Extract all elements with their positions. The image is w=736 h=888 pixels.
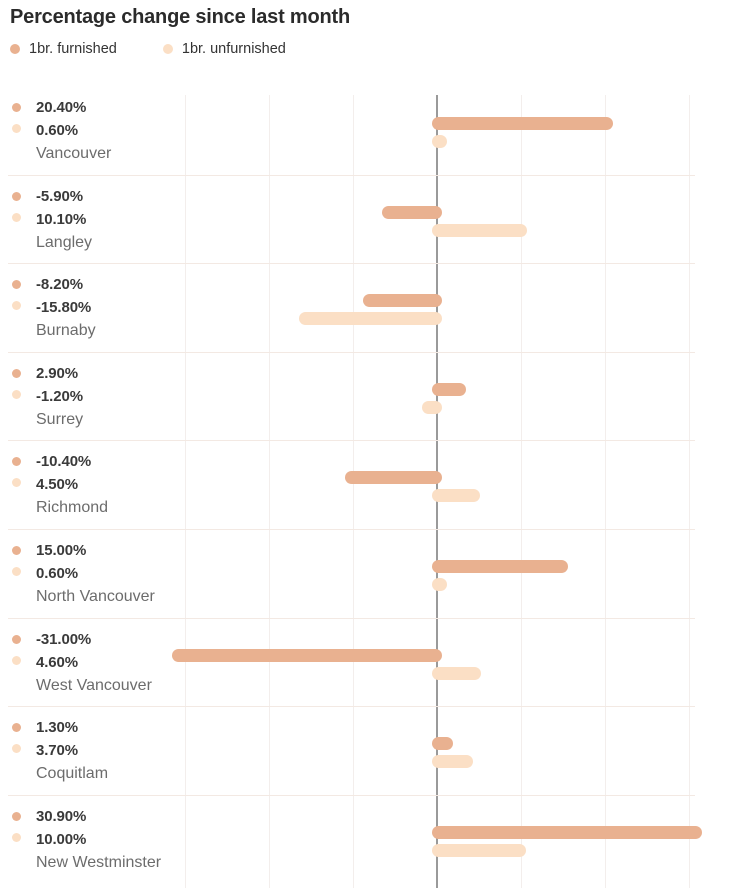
city-row: -8.20% -15.80% Burnaby xyxy=(0,263,736,352)
unfurnished-dot-icon xyxy=(12,301,21,311)
furnished-value-label: -5.90% xyxy=(36,187,83,205)
legend-item-furnished: 1br. furnished xyxy=(10,41,117,57)
x-gridline xyxy=(269,95,270,888)
chart-legend: 1br. furnished 1br. unfurnished xyxy=(10,41,286,57)
furnished-value-label: -10.40% xyxy=(36,453,92,471)
furnished-value-label: -8.20% xyxy=(36,276,83,294)
row-separator-line xyxy=(8,706,695,708)
unfurnished-bar xyxy=(432,666,481,680)
furnished-dot-icon xyxy=(12,103,21,112)
furnished-value-label: 30.90% xyxy=(36,807,87,825)
furnished-legend-dot-icon xyxy=(10,44,20,54)
legend-label-furnished: 1br. furnished xyxy=(29,41,117,57)
unfurnished-dot-icon xyxy=(12,124,21,133)
unfurnished-dot-icon xyxy=(12,212,21,222)
furnished-value-label: 2.90% xyxy=(36,364,79,382)
unfurnished-value-label: 4.50% xyxy=(36,476,79,494)
furnished-dot-icon xyxy=(12,457,21,467)
chart-title: Percentage change since last month xyxy=(10,6,350,28)
x-gridline xyxy=(185,95,186,888)
furnished-dot-icon xyxy=(12,546,21,555)
furnished-dot-icon xyxy=(12,191,21,201)
unfurnished-dot-icon xyxy=(12,567,21,576)
row-separator-line xyxy=(8,440,695,442)
unfurnished-bar xyxy=(299,312,442,326)
furnished-dot-icon xyxy=(12,811,21,821)
furnished-bar xyxy=(171,648,442,662)
furnished-dot-icon xyxy=(12,368,21,378)
furnished-bar xyxy=(432,560,568,573)
legend-label-unfurnished: 1br. unfurnished xyxy=(181,41,286,57)
row-separator-line xyxy=(8,794,695,796)
city-name-label: Burnaby xyxy=(36,322,96,340)
furnished-bar xyxy=(363,294,442,308)
unfurnished-dot-icon xyxy=(12,655,21,665)
unfurnished-bar xyxy=(432,755,474,769)
unfurnished-bar xyxy=(432,489,480,503)
city-row: 2.90% -1.20% Surrey xyxy=(0,351,736,441)
city-row: 20.40% 0.60% Vancouver xyxy=(0,86,736,175)
x-gridline xyxy=(353,95,354,888)
furnished-dot-icon xyxy=(12,723,21,733)
unfurnished-bar xyxy=(421,400,442,414)
unfurnished-dot-icon xyxy=(12,832,21,842)
city-name-label: Vancouver xyxy=(36,145,112,162)
furnished-value-label: 1.30% xyxy=(36,719,79,737)
unfurnished-bar xyxy=(432,135,448,148)
furnished-bar xyxy=(432,382,467,396)
city-name-label: West Vancouver xyxy=(36,676,152,694)
furnished-value-label: 15.00% xyxy=(36,542,87,559)
furnished-bar xyxy=(432,737,453,751)
unfurnished-value-label: 0.60% xyxy=(36,122,79,139)
unfurnished-value-label: -15.80% xyxy=(36,299,92,317)
city-name-label: Surrey xyxy=(36,410,84,428)
x-gridline xyxy=(605,95,606,888)
city-row: 1.30% 3.70% Coquitlam xyxy=(0,706,736,795)
legend-item-unfurnished: 1br. unfurnished xyxy=(162,41,286,57)
unfurnished-legend-dot-icon xyxy=(162,44,173,54)
unfurnished-bar xyxy=(432,223,527,237)
unfurnished-value-label: -1.20% xyxy=(36,387,83,405)
unfurnished-value-label: 3.70% xyxy=(36,742,79,760)
plot-area: 20.40% 0.60% Vancouver -5.90% 10.10% Langley -… xyxy=(0,86,736,888)
city-name-label: Coquitlam xyxy=(36,765,109,783)
city-row: -10.40% 4.50% Richmond xyxy=(0,440,736,529)
furnished-dot-icon xyxy=(12,280,21,290)
city-row: 15.00% 0.60% North Vancouver xyxy=(0,529,736,618)
furnished-value-label: 20.40% xyxy=(36,99,87,116)
furnished-bar xyxy=(432,825,702,839)
row-separator-line xyxy=(8,263,695,265)
furnished-bar xyxy=(344,471,442,485)
city-name-label: Langley xyxy=(36,233,93,251)
furnished-bar xyxy=(382,205,442,219)
row-separator-line xyxy=(8,351,695,353)
city-row: -31.00% 4.60% West Vancouver xyxy=(0,617,736,707)
unfurnished-value-label: 0.60% xyxy=(36,565,79,582)
unfurnished-dot-icon xyxy=(12,389,21,399)
unfurnished-dot-icon xyxy=(12,744,21,754)
city-name-label: North Vancouver xyxy=(36,588,155,605)
furnished-value-label: -31.00% xyxy=(36,630,92,648)
city-name-label: Richmond xyxy=(36,499,109,517)
city-row: 30.90% 10.00% New Westminster xyxy=(0,794,736,884)
x-gridline xyxy=(689,95,690,888)
furnished-bar xyxy=(432,117,614,130)
row-separator-line xyxy=(8,617,695,619)
row-separator-line xyxy=(8,174,695,176)
unfurnished-bar xyxy=(432,578,448,591)
city-row: -5.90% 10.10% Langley xyxy=(0,174,736,264)
unfurnished-value-label: 10.00% xyxy=(36,830,87,848)
furnished-dot-icon xyxy=(12,634,21,644)
x-gridline xyxy=(521,95,522,888)
unfurnished-value-label: 10.10% xyxy=(36,210,87,228)
unfurnished-bar xyxy=(432,843,526,857)
unfurnished-dot-icon xyxy=(12,478,21,488)
row-separator-line xyxy=(8,529,695,530)
city-name-label: New Westminster xyxy=(36,853,162,871)
unfurnished-value-label: 4.60% xyxy=(36,653,79,671)
